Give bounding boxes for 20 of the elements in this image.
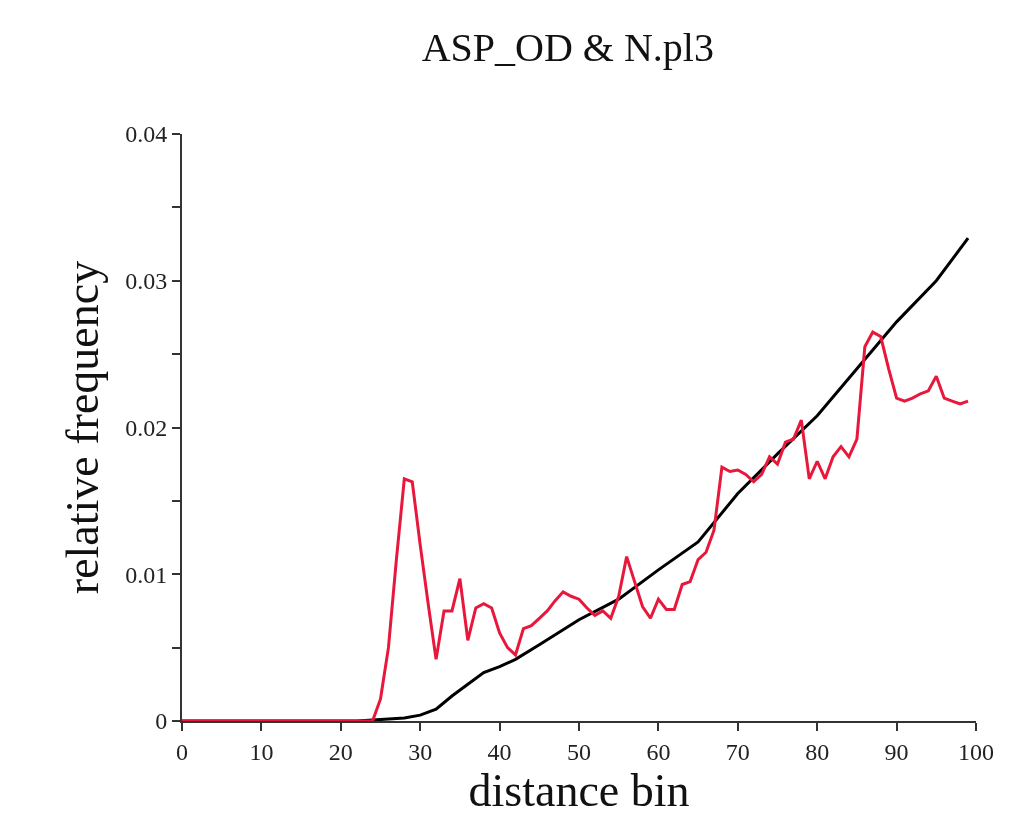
x-tick-label: 40	[487, 738, 512, 765]
x-tick-label: 30	[408, 738, 433, 765]
y-tick-label: 0.02	[125, 414, 168, 441]
x-tick-label: 100	[958, 738, 994, 765]
x-tick-label: 0	[176, 738, 188, 765]
x-tick-label: 50	[567, 738, 591, 765]
y-tick-label: 0.01	[125, 561, 168, 588]
y-tick-label: 0.04	[125, 121, 168, 148]
y-tick-label: 0	[155, 708, 168, 735]
line-series	[182, 330, 970, 721]
x-tick-label: 90	[884, 738, 909, 765]
x-tick-label: 20	[328, 738, 353, 765]
x-tick-label: 60	[646, 738, 671, 765]
x-tick-label: 10	[249, 738, 274, 765]
x-axis-title: distance bin	[468, 764, 690, 816]
x-tick-label: 80	[805, 738, 830, 765]
chart-title: ASP_OD & N.pl3	[421, 25, 714, 71]
y-tick-label: 0.03	[125, 268, 168, 295]
x-tick-label: 70	[725, 738, 750, 765]
y-axis-title: relative frequency	[57, 260, 109, 595]
